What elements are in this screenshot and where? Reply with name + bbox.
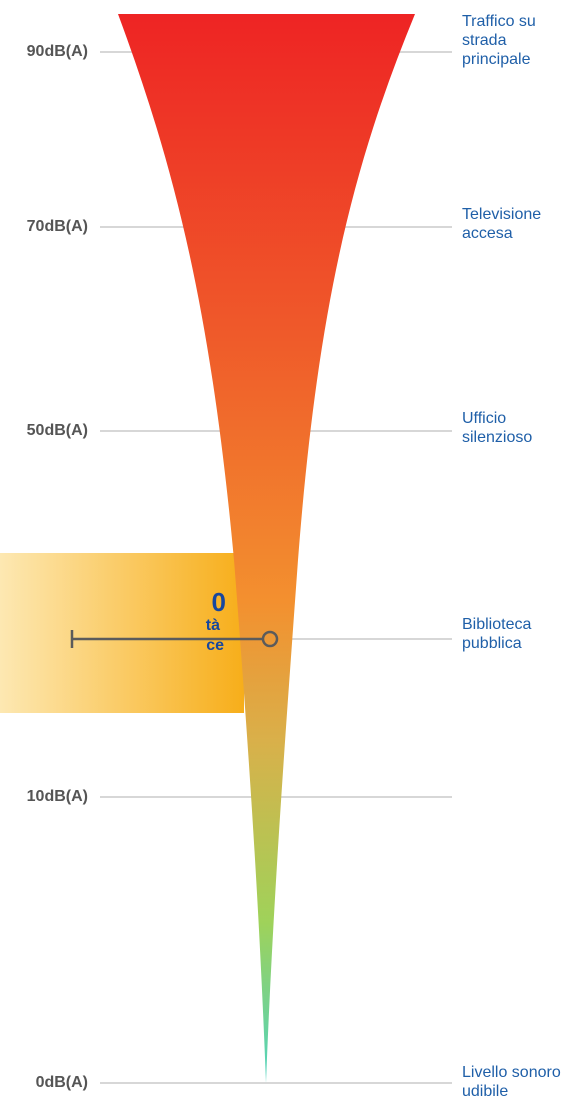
- level-label-50db: 50dB(A): [26, 422, 88, 439]
- example-label-70db-line: accesa: [462, 225, 513, 242]
- callout-text: 0 tà ce: [0, 588, 226, 656]
- example-label-library-line: Biblioteca: [462, 616, 532, 633]
- callout-line-2: ce: [206, 637, 224, 654]
- marker-circle: [261, 630, 279, 648]
- example-label-0db: Livello sonoro udibile: [462, 1063, 580, 1101]
- level-label-90db: 90dB(A): [26, 43, 88, 60]
- example-label-50db-line: silenzioso: [462, 429, 533, 446]
- example-label-0db-line: Livello sonoro: [462, 1064, 561, 1081]
- callout-line-1: tà: [205, 617, 220, 634]
- example-label-50db-line: Ufficio: [462, 410, 507, 427]
- example-label-library-line: pubblica: [462, 635, 522, 652]
- example-label-library: Biblioteca pubblica: [462, 615, 580, 653]
- example-label-0db-line: udibile: [462, 1083, 509, 1100]
- level-label-70db: 70dB(A): [26, 218, 88, 235]
- example-label-50db: Ufficio silenzioso: [462, 409, 580, 447]
- example-label-90db-line: principale: [462, 51, 531, 68]
- example-label-70db: Televisione accesa: [462, 205, 580, 243]
- example-label-90db-line: strada: [462, 32, 507, 49]
- sound-level-funnel: [118, 14, 415, 1083]
- example-label-90db-line: Traffico su: [462, 13, 536, 30]
- library-level-marker: [70, 630, 279, 648]
- callout-background: [0, 553, 244, 713]
- level-label-0db: 0dB(A): [35, 1074, 88, 1091]
- level-label-10db: 10dB(A): [26, 788, 88, 805]
- example-label-70db-line: Televisione: [462, 206, 542, 223]
- callout-value: 0: [211, 588, 226, 617]
- example-label-90db: Traffico su strada principale: [462, 12, 580, 69]
